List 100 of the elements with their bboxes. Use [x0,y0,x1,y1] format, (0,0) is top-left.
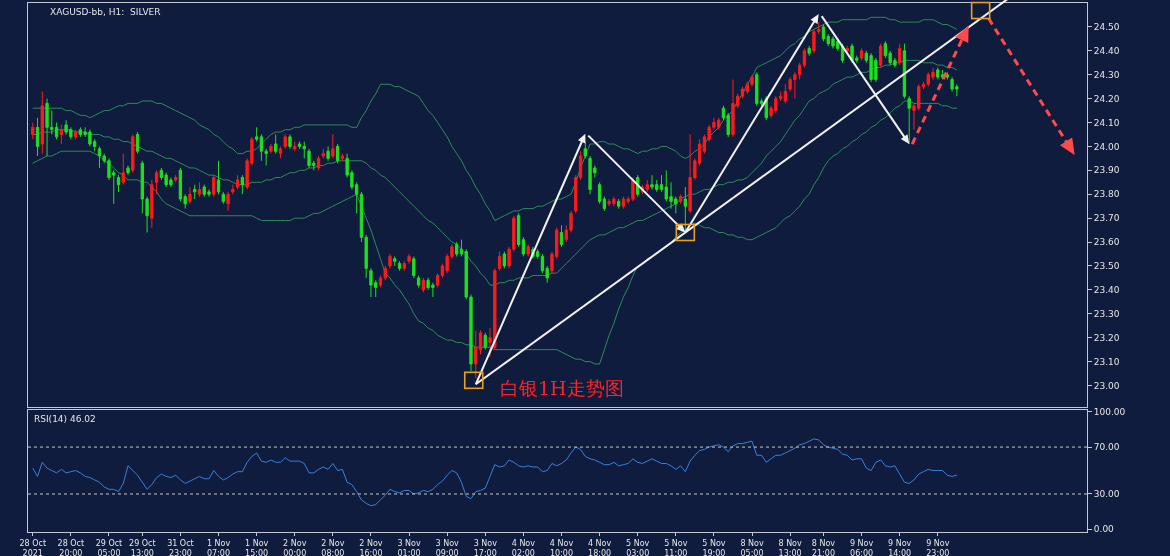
y-tick-label: 24.40 [1093,45,1120,56]
candlestick [455,241,459,257]
candlestick [602,196,607,212]
y-tick-label: 0.00 [1093,524,1115,535]
candlestick [254,126,259,143]
x-tick-label: 3 Nov 01:00 [397,538,421,556]
candlestick [293,141,297,152]
y-tick-label: 23.90 [1093,165,1120,176]
candlestick [402,260,406,272]
x-tick-label: 9 Nov 23:00 [926,538,950,556]
x-tick-label: 4 Nov 10:00 [549,538,574,556]
candlestick [526,243,530,257]
x-tick-label: 9 Nov 06:00 [849,538,874,556]
candlestick [945,71,949,80]
x-tick-label: 4 Nov 02:00 [511,538,536,556]
candlestick [302,141,306,159]
candlestick [321,148,325,159]
candlestick [502,251,506,269]
candlestick [802,47,807,69]
candlestick [174,174,178,183]
x-tick-label: 28 Oct 2021 [19,538,47,556]
candlestick [898,43,902,66]
x-tick-label: 2 Nov 16:00 [359,538,383,556]
candlestick [274,133,278,155]
x-tick-label: 29 Oct 13:00 [129,538,156,556]
candlestick [845,45,849,54]
candlestick [288,133,292,150]
candlestick [412,255,416,279]
y-tick-label: 24.50 [1093,22,1120,33]
line-series [32,438,958,507]
y-tick-label: 70.00 [1093,442,1120,453]
candlestick [388,253,392,269]
candlestick [393,255,397,267]
candlestick [597,181,602,205]
candlestick [483,332,487,351]
candlestick [559,224,564,248]
candlestick [878,43,883,69]
candlestick [259,133,264,162]
x-tick-label: 5 Nov 03:00 [626,538,650,556]
y-tick-label: 23.50 [1093,261,1120,272]
candlestick [40,90,44,155]
x-tick-label: 3 Nov 09:00 [435,538,460,556]
candlestick [121,153,125,186]
candlestick [135,131,140,155]
candlestick [126,165,130,176]
x-tick-label: 5 Nov 19:00 [702,538,726,556]
x-tick-label: 31 Oct 23:00 [167,538,194,556]
candlestick [278,145,283,159]
candlestick [335,143,340,164]
candlestick [231,184,235,195]
x-tick-label: 9 Nov 14:00 [888,538,912,556]
candlestick [35,117,40,157]
candlestick [59,124,64,145]
candlestick [78,126,83,138]
candlestick [783,83,788,104]
y-tick-label: 100.00 [1093,407,1126,418]
y-tick-label: 23.30 [1093,308,1120,319]
candlestick [397,260,402,272]
candlestick [583,141,587,159]
candlestick [407,253,411,265]
candlestick [678,193,683,205]
y-tick-label: 30.00 [1093,489,1120,500]
candlestick [326,145,330,162]
y-tick-label: 24.00 [1093,141,1120,152]
candlestick [907,95,911,145]
line-series [32,100,958,365]
x-tick-label: 8 Nov 13:00 [778,538,803,556]
candlestick [516,212,521,248]
x-tick-label: 3 Nov 17:00 [473,538,498,556]
candlestick [116,174,121,193]
y-tick-label: 23.20 [1093,332,1120,343]
chart-title: RSI(14) 46.02 [34,414,96,424]
y-tick-label: 24.10 [1093,117,1120,128]
candlestick [331,133,335,159]
annotation: 白银1H走势图 [500,377,624,399]
candlestick [197,181,202,198]
candlestick [421,277,426,293]
candlestick [73,129,78,140]
candlestick [188,186,192,205]
candlestick [212,174,216,198]
candlestick [235,174,240,190]
x-tick-label: 4 Nov 18:00 [587,538,612,556]
candlestick [521,236,526,257]
candlestick [340,153,345,162]
x-tick-label: 5 Nov 11:00 [664,538,688,556]
candlestick [283,133,287,150]
y-tick-label: 24.20 [1093,93,1120,104]
x-tick-label: 28 Oct 20:00 [57,538,85,556]
y-tick-label: 23.00 [1093,380,1120,391]
candlestick [645,179,649,193]
candlestick [859,47,864,61]
candlestick [621,196,626,210]
candlestick [316,155,321,171]
candlestick [755,71,759,107]
y-tick-label: 23.80 [1093,189,1120,200]
line-series [32,59,958,286]
y-tick-label: 23.10 [1093,356,1120,367]
candlestick [497,251,502,272]
candlestick [31,122,35,140]
y-tick-label: 23.60 [1093,237,1120,248]
